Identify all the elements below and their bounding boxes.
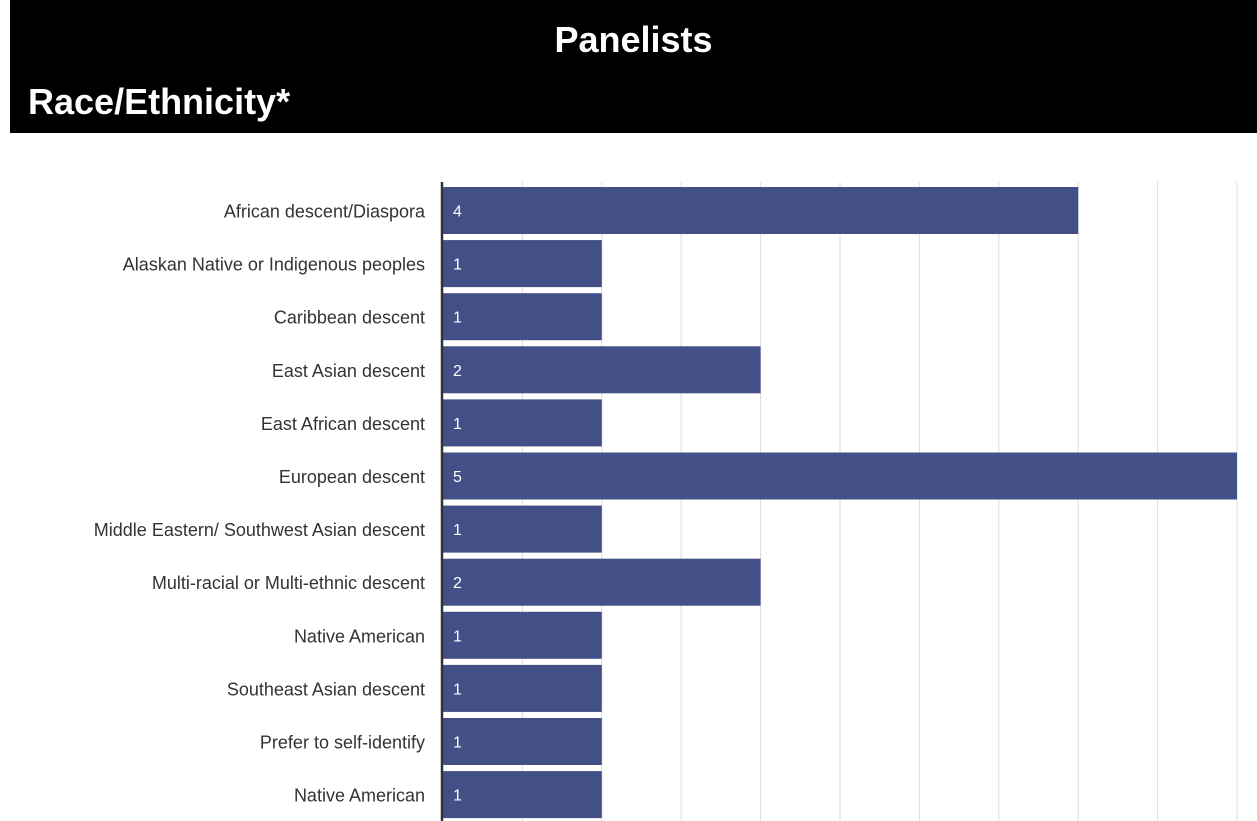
data-label: 4 [453,204,462,221]
category-label: Southeast Asian descent [227,679,425,699]
data-label: 1 [453,681,462,698]
chart-subtitle: Race/Ethnicity* [28,81,291,122]
data-label: 1 [453,416,462,433]
data-label: 5 [453,469,462,486]
bar [443,558,761,606]
bar [443,771,602,819]
bar [443,240,602,288]
bar [443,187,1079,234]
category-label: Middle Eastern/ Southwest Asian descent [94,520,425,540]
data-label: 2 [453,575,462,592]
category-label: East Asian descent [272,361,425,381]
category-label: Native American [294,626,425,646]
bar [443,346,761,394]
data-label: 1 [453,735,462,752]
category-label: Alaskan Native or Indigenous peoples [123,255,425,275]
category-label: African descent/Diaspora [224,202,426,222]
data-label: 1 [453,522,462,539]
bar [443,505,602,553]
bar [443,718,602,765]
category-label: East African descent [261,414,425,434]
bar [443,293,602,341]
data-label: 2 [453,363,462,380]
category-label: European descent [279,467,425,487]
category-label: Multi-racial or Multi-ethnic descent [152,573,425,593]
data-label: 1 [453,628,462,645]
data-label: 1 [453,310,462,327]
chart-title: Panelists [554,19,713,60]
bar [443,399,602,447]
data-label: 1 [453,257,462,274]
bar [443,664,602,712]
category-label: Caribbean descent [274,308,425,328]
category-label: Native American [294,786,425,806]
category-label: Prefer to self-identify [260,733,425,753]
bar [443,452,1237,500]
bar [443,611,602,659]
chart-header: Panelists Race/Ethnicity* [10,0,1257,133]
data-label: 1 [453,788,462,805]
